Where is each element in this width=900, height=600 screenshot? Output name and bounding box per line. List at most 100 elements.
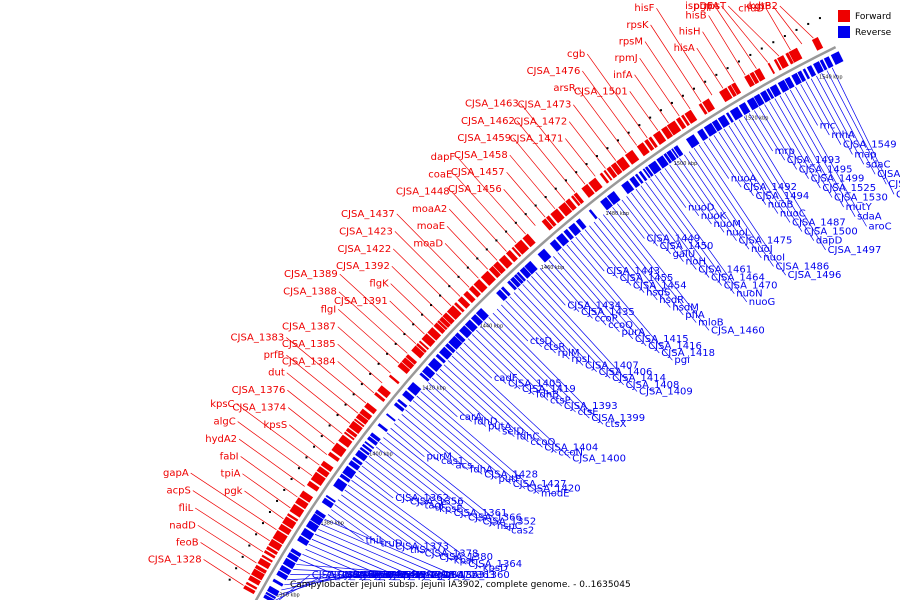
label-leader-line [805,81,842,145]
gene-label: CJSA_1435 [581,307,635,318]
gene-label: CJSA_1405 [508,379,562,390]
reverse-gene [359,446,370,456]
label-leader-line [361,465,409,502]
gene-label: CJSA_1408 [626,380,680,391]
label-leader-line [278,574,340,596]
reverse-gene [367,436,379,446]
gene-label: fabI [220,451,239,462]
gene-label: tagF [425,500,447,511]
gene-label: sdaA [857,212,882,223]
gc-mark [261,522,264,525]
gene-label: CJSA_1525 [822,183,876,194]
gene-label: ccoP [595,313,618,324]
genome-backbone [254,46,837,600]
forward-gene [401,357,415,370]
gc-mark [241,555,244,558]
label-leader-line [580,233,618,279]
label-leader-line [718,131,767,205]
reverse-gene [361,443,373,453]
label-leader-line [392,248,452,307]
gene-label: kpsT [412,570,436,581]
gene-label: hisF [634,3,654,14]
label-leader-line [561,248,647,347]
gene-label: CJSA_1459 [457,133,511,144]
reverse-gene [673,145,684,157]
label-leader-line [810,78,853,155]
reverse-gene [377,423,389,433]
label-leader-line [390,427,425,457]
label-leader-line [365,460,423,506]
kbp-tick-label: 1540 kbp [819,75,843,81]
gc-mark [255,533,258,536]
reverse-gene [791,72,802,86]
label-leader-line [764,104,809,179]
reverse-gene [697,128,709,142]
forward-gene [731,82,742,95]
gene-label: purM [426,452,451,463]
gene-label: CJSA_1366 [468,512,522,523]
gc-mark [305,456,308,459]
reverse-gene [524,260,538,275]
label-leader-line [467,338,521,390]
gene-label: CJSA_1380 [439,552,493,563]
gc-mark [369,372,372,375]
reverse-gene [286,552,300,563]
label-leader-line [644,41,691,110]
label-leader-line [531,276,638,392]
gene-label: CJSA_1359 [312,570,366,581]
label-leader-line [723,128,779,214]
label-leader-line [769,101,821,189]
label-leader-line [612,206,710,331]
gene-label: CJSA_1362 [395,493,449,504]
gene-label: tilS [410,545,426,556]
gene-label: galU [673,249,696,260]
gene-label: kpsE [439,504,463,515]
forward-genes [243,37,824,595]
label-leader-line [586,53,648,139]
gene-label: putP [498,474,521,485]
gene-label: CJSA_1384 [282,356,336,367]
gene-label: ctsR [544,342,566,353]
gc-mark [386,352,389,355]
gene-label: acs [455,460,472,471]
gene-label: CJSA_1404 [544,442,598,453]
label-leader-line [448,208,498,261]
label-leader-line [372,451,452,514]
gc-mark [627,131,630,134]
label-leader-line [645,181,722,286]
gene-label: CJSA_1415 [635,334,689,345]
reverse-gene [634,173,644,184]
gene-label: CJSA_1495 [799,164,853,175]
gene-label: pgi [674,355,689,366]
gene-label: nuoN [736,289,762,300]
label-leader-line [308,543,381,576]
forward-gene [338,434,353,448]
gene-label: CJSA_1450 [660,241,714,252]
reverse-gene [321,497,334,509]
gene-label: CJSA_1500 [804,227,858,238]
gene-label: mrp [775,146,795,157]
label-leader-line [659,171,687,208]
forward-gene [511,246,522,258]
gc-mark [595,155,598,158]
label-leader-line [447,360,543,448]
forward-gene [439,316,451,328]
label-leader-line [391,265,443,316]
reverse-gene [496,289,508,302]
gene-label: kpsS [264,420,288,431]
gc-mark [352,393,355,396]
gene-label: CJSA_1355 [357,570,411,581]
gene-label: CJSA_1448 [396,187,450,198]
label-leader-line [443,364,529,443]
label-leader-line [708,138,742,188]
genome-caption: Campylobacter jejuni subsp. jejuni IA390… [290,580,631,590]
forward-gene [457,296,471,309]
forward-gene [263,550,276,559]
label-leader-line [337,326,391,374]
forward-gene [454,302,465,313]
gene-label: CJSA_1434 [567,300,621,311]
legend: Forward Reverse [838,10,892,38]
gene-label: CJSA_1476 [527,66,581,77]
label-leader-line [451,355,557,453]
forward-gene [418,340,430,350]
